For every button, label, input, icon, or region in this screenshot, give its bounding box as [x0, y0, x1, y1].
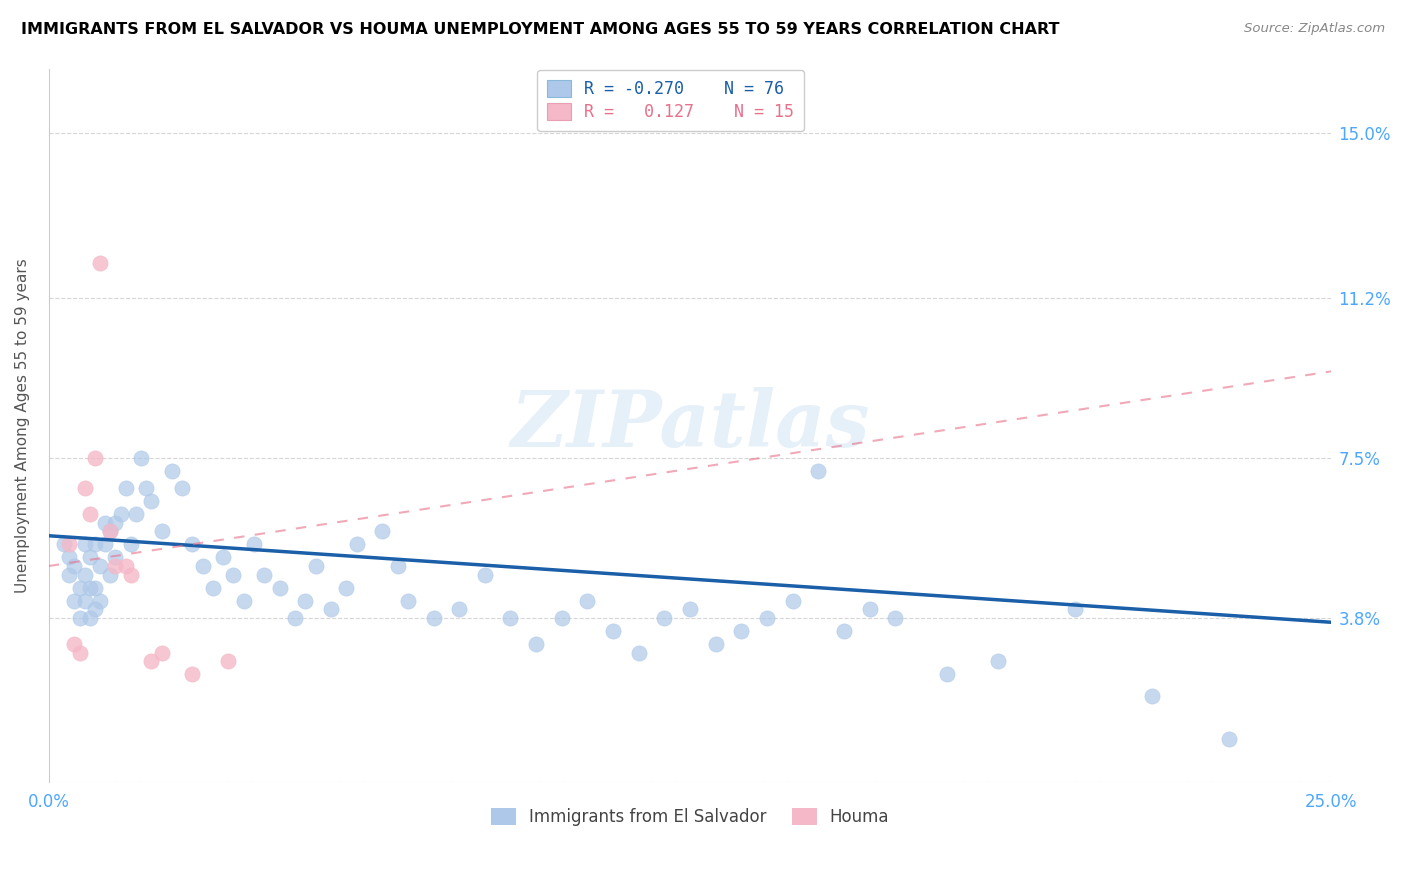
Point: [120, 567, 142, 582]
Point: [371, 524, 394, 539]
Point: [129, 450, 152, 465]
Point: [1140, 689, 1163, 703]
Point: [232, 593, 254, 607]
Point: [98, 567, 121, 582]
Point: [73, 593, 96, 607]
Point: [58, 537, 80, 551]
Point: [69, 646, 91, 660]
Point: [79, 611, 101, 625]
Text: ZIPatlas: ZIPatlas: [510, 387, 870, 464]
Point: [114, 481, 136, 495]
Point: [84, 581, 107, 595]
Point: [73, 481, 96, 495]
Point: [730, 624, 752, 638]
Point: [104, 550, 127, 565]
Point: [63, 559, 86, 574]
Legend: Immigrants from El Salvador, Houma: Immigrants from El Salvador, Houma: [482, 800, 897, 835]
Point: [58, 550, 80, 565]
Point: [387, 559, 409, 574]
Point: [69, 611, 91, 625]
Point: [58, 567, 80, 582]
Point: [191, 559, 214, 574]
Point: [1063, 602, 1085, 616]
Point: [110, 507, 132, 521]
Point: [98, 524, 121, 539]
Point: [79, 550, 101, 565]
Point: [551, 611, 574, 625]
Text: Source: ZipAtlas.com: Source: ZipAtlas.com: [1244, 22, 1385, 36]
Point: [98, 524, 121, 539]
Point: [243, 537, 266, 551]
Point: [269, 581, 291, 595]
Point: [141, 654, 163, 668]
Point: [422, 611, 444, 625]
Point: [807, 464, 830, 478]
Point: [172, 481, 194, 495]
Point: [222, 567, 245, 582]
Point: [150, 646, 173, 660]
Point: [89, 256, 111, 270]
Point: [125, 507, 148, 521]
Point: [858, 602, 880, 616]
Point: [499, 611, 522, 625]
Point: [294, 593, 316, 607]
Point: [94, 516, 117, 530]
Point: [284, 611, 307, 625]
Point: [704, 637, 727, 651]
Text: IMMIGRANTS FROM EL SALVADOR VS HOUMA UNEMPLOYMENT AMONG AGES 55 TO 59 YEARS CORR: IMMIGRANTS FROM EL SALVADOR VS HOUMA UNE…: [21, 22, 1060, 37]
Point: [782, 593, 804, 607]
Point: [253, 567, 276, 582]
Point: [524, 637, 547, 651]
Point: [832, 624, 855, 638]
Point: [84, 450, 107, 465]
Point: [217, 654, 239, 668]
Point: [212, 550, 235, 565]
Point: [346, 537, 368, 551]
Y-axis label: Unemployment Among Ages 55 to 59 years: Unemployment Among Ages 55 to 59 years: [15, 258, 30, 593]
Point: [114, 559, 136, 574]
Point: [602, 624, 624, 638]
Point: [474, 567, 496, 582]
Point: [89, 593, 111, 607]
Point: [449, 602, 471, 616]
Point: [73, 537, 96, 551]
Point: [141, 494, 163, 508]
Point: [181, 537, 204, 551]
Point: [201, 581, 224, 595]
Point: [884, 611, 907, 625]
Point: [1218, 732, 1240, 747]
Point: [756, 611, 779, 625]
Point: [396, 593, 419, 607]
Point: [104, 559, 127, 574]
Point: [627, 646, 650, 660]
Point: [150, 524, 173, 539]
Point: [104, 516, 127, 530]
Point: [576, 593, 599, 607]
Point: [94, 537, 117, 551]
Point: [89, 559, 111, 574]
Point: [84, 602, 107, 616]
Point: [679, 602, 702, 616]
Point: [654, 611, 676, 625]
Point: [160, 464, 183, 478]
Point: [935, 667, 957, 681]
Point: [73, 567, 96, 582]
Point: [79, 507, 101, 521]
Point: [53, 537, 76, 551]
Point: [304, 559, 326, 574]
Point: [69, 581, 91, 595]
Point: [319, 602, 342, 616]
Point: [135, 481, 157, 495]
Point: [84, 537, 107, 551]
Point: [79, 581, 101, 595]
Point: [63, 637, 86, 651]
Point: [120, 537, 142, 551]
Point: [63, 593, 86, 607]
Point: [335, 581, 357, 595]
Point: [181, 667, 204, 681]
Point: [987, 654, 1010, 668]
